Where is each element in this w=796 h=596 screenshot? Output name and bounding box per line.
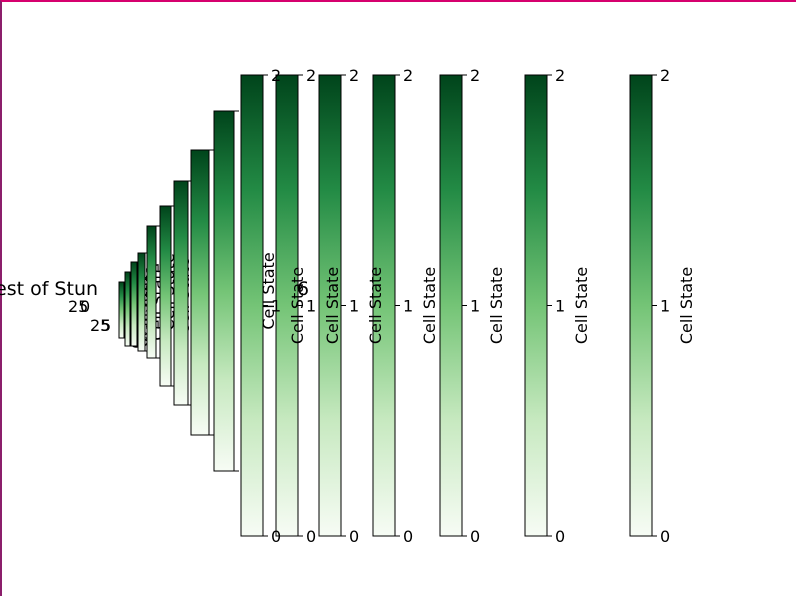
colorbar-tick-label: 0 [271, 527, 281, 546]
colorbar-label: Cell State [420, 267, 439, 344]
colorbar-gradient [213, 110, 235, 472]
colorbar-gradient [130, 261, 138, 347]
colorbar: 0 1 2 Cell State [439, 66, 506, 546]
colorbar-gradient [629, 74, 653, 537]
colorbar-label: Cell State [288, 267, 307, 344]
colorbar: 0 1 2 Cell State [275, 66, 342, 546]
colorbar-gradient [190, 149, 210, 436]
axis-tick-label: 25 [90, 316, 110, 335]
axis-tick-label: 0 [80, 297, 90, 316]
colorbar-label: Cell State [323, 267, 342, 344]
colorbar-tick-label: 0 [306, 527, 316, 546]
chart-title: est of Stun [0, 278, 98, 300]
colorbar-tick-label: 2 [555, 66, 565, 85]
colorbar-gradient [118, 281, 125, 339]
colorbar-gradient [173, 180, 189, 406]
colorbar-tick-label: 1 [660, 297, 670, 316]
colorbar-label: Cell State [677, 267, 696, 344]
colorbar-tick-label: 1 [555, 297, 565, 316]
chart-title-fragment: 6 [297, 278, 309, 300]
colorbar-gradient [137, 252, 146, 352]
colorbar-tick-label: 2 [403, 66, 413, 85]
colorbar-tick-label: 2 [660, 66, 670, 85]
colorbar-tick-label: 0 [470, 527, 480, 546]
colorbar-label: Cell State [487, 267, 506, 344]
colorbar-tick-label: 2 [349, 66, 359, 85]
colorbar-tick-label: 0 [349, 527, 359, 546]
colorbar-tick-label: 2 [470, 66, 480, 85]
colorbar-label: Cell State [572, 267, 591, 344]
axis-tick-label: 5 [101, 316, 111, 335]
colorbar-gradient [439, 74, 463, 537]
colorbar-tick-label: 0 [555, 527, 565, 546]
colorbar-tick-label: 0 [660, 527, 670, 546]
axis-tick-label: 25 [68, 297, 88, 316]
colorbar: 0 1 2 Cell State [318, 66, 385, 546]
colorbar-tick-label: 1 [271, 297, 281, 316]
colorbar-gradient [124, 271, 131, 347]
colorbar-tick-label: 0 [403, 527, 413, 546]
colorbars-layer: Cell State Cell State Cell State Cell State… [118, 66, 696, 546]
colorbar-label: Cell State [259, 252, 278, 329]
colorbar-tick-label: 1 [470, 297, 480, 316]
central-axis-ticks: 25 0 25 5 [68, 297, 111, 335]
colorbar-tick-label: 1 [349, 297, 359, 316]
colorbar: 0 1 2 Cell State [372, 66, 439, 546]
colorbar-tick-label: 1 [306, 297, 316, 316]
colorbar: 0 1 2 Cell State [629, 66, 696, 546]
colorbar-label: Cell State [366, 267, 385, 344]
colorbar-gradient [240, 74, 264, 537]
colorbar-gradient [159, 205, 172, 387]
colorbar: 0 1 2 Cell State [524, 66, 591, 546]
colorbar-tick-label: 1 [403, 297, 413, 316]
colorbar-gradient [524, 74, 548, 537]
colorbar: 0 1 2 Cell State [240, 66, 307, 546]
colorbar-gradient [146, 225, 157, 359]
colorbar-tick-label: 2 [306, 66, 316, 85]
colorbar-tick-label: 2 [271, 66, 281, 85]
colorbar: 02Cell State [213, 102, 278, 481]
